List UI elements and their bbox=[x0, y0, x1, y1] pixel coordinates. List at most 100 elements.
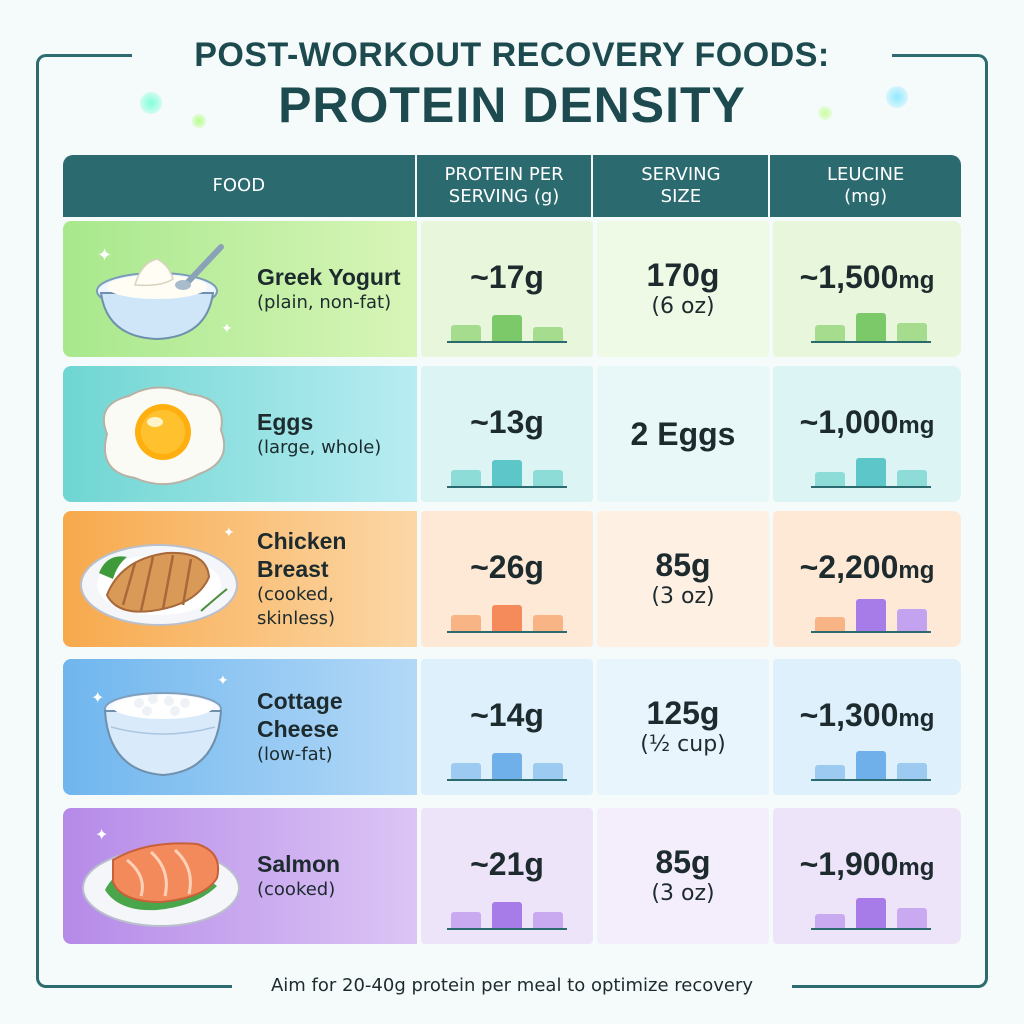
svg-text:✦: ✦ bbox=[91, 688, 104, 707]
protein-value: ~13g bbox=[470, 404, 544, 440]
bar bbox=[492, 605, 522, 631]
protein-cell: ~26g bbox=[421, 511, 593, 647]
leucine-value: ~1,300 bbox=[799, 697, 899, 733]
leucine-cell: ~1,900mg bbox=[773, 808, 961, 944]
salmon-icon: ✦ bbox=[82, 825, 240, 927]
page-title-line2: PROTEIN DENSITY bbox=[278, 77, 746, 133]
food-name: Chicken Breast (cooked, skinless) bbox=[257, 528, 347, 629]
bar bbox=[451, 763, 481, 779]
serving-sub: (3 oz) bbox=[651, 881, 715, 906]
food-cell: Eggs (large, whole) bbox=[63, 366, 417, 502]
bar bbox=[897, 323, 927, 341]
cottage-cheese-icon: ✦ ✦ bbox=[91, 673, 229, 777]
bar-baseline bbox=[447, 928, 567, 930]
bar bbox=[492, 753, 522, 779]
sparkle-icon bbox=[886, 86, 908, 108]
svg-text:✦: ✦ bbox=[95, 825, 108, 844]
frame-corner bbox=[36, 54, 75, 93]
bar bbox=[815, 914, 845, 928]
svg-text:✦: ✦ bbox=[221, 321, 233, 337]
frame-line bbox=[36, 90, 39, 950]
bar bbox=[856, 751, 886, 779]
fried-egg-icon bbox=[102, 386, 226, 486]
bar bbox=[897, 763, 927, 779]
serving-main: 2 Eggs bbox=[630, 416, 736, 452]
header-leucine: LEUCINE (mg) bbox=[827, 164, 905, 207]
frame-line bbox=[72, 54, 132, 57]
frame-corner bbox=[36, 949, 75, 988]
frame-line bbox=[985, 90, 988, 950]
frame-line bbox=[72, 985, 232, 988]
bar bbox=[856, 599, 886, 631]
serving-main: 125g bbox=[646, 695, 720, 731]
bar bbox=[856, 898, 886, 928]
protein-cell: ~17g bbox=[421, 221, 593, 357]
bar-baseline bbox=[811, 486, 931, 488]
bar bbox=[815, 325, 845, 341]
leucine-bars bbox=[811, 745, 931, 781]
leucine-unit: mg bbox=[898, 705, 935, 732]
bar bbox=[533, 470, 563, 486]
table-row: ✦ Chicken Breast (cooked, skinless) ~26g… bbox=[63, 511, 961, 647]
bar bbox=[815, 472, 845, 486]
table-row: Eggs (large, whole) ~13g 2 Eggs ~1,000mg bbox=[63, 366, 961, 502]
svg-text:✦: ✦ bbox=[97, 245, 112, 266]
table-row: ✦ ✦ Cottage Cheese (low-fat) ~14g 125g (… bbox=[63, 659, 961, 795]
bar bbox=[815, 617, 845, 631]
food-name: Greek Yogurt (plain, non-fat) bbox=[257, 264, 401, 313]
leucine-unit: mg bbox=[898, 557, 935, 584]
bar bbox=[451, 615, 481, 631]
chicken-breast-icon: ✦ bbox=[80, 525, 238, 626]
serving-main: 85g bbox=[655, 547, 711, 583]
protein-bars bbox=[447, 745, 567, 781]
svg-text:✦: ✦ bbox=[223, 525, 235, 541]
food-cell: ✦ ✦ Greek Yogurt (plain, non-fat) bbox=[63, 221, 417, 357]
page-title-line1: POST-WORKOUT RECOVERY FOODS: bbox=[194, 36, 830, 74]
sparkle-icon bbox=[140, 92, 162, 114]
protein-value: ~26g bbox=[470, 549, 544, 585]
bar bbox=[856, 458, 886, 486]
leucine-bars bbox=[811, 452, 931, 488]
leucine-unit: mg bbox=[898, 854, 935, 881]
bar bbox=[533, 615, 563, 631]
protein-cell: ~21g bbox=[421, 808, 593, 944]
leucine-unit: mg bbox=[898, 267, 935, 294]
serving-sub: (½ cup) bbox=[640, 732, 726, 757]
serving-sub: (6 oz) bbox=[651, 294, 715, 319]
frame-corner bbox=[949, 54, 988, 93]
serving-cell: 170g (6 oz) bbox=[597, 221, 769, 357]
bar bbox=[451, 325, 481, 341]
protein-cell: ~14g bbox=[421, 659, 593, 795]
leucine-cell: ~1,300mg bbox=[773, 659, 961, 795]
serving-main: 170g bbox=[646, 257, 720, 293]
header-food: FOOD bbox=[63, 155, 417, 217]
food-cell: ✦ ✦ Cottage Cheese (low-fat) bbox=[63, 659, 417, 795]
bar-baseline bbox=[447, 779, 567, 781]
sparkle-icon bbox=[192, 114, 206, 128]
serving-cell: 85g (3 oz) bbox=[597, 511, 769, 647]
leucine-bars bbox=[811, 894, 931, 930]
bar bbox=[897, 470, 927, 486]
bar-baseline bbox=[811, 341, 931, 343]
leucine-value: ~1,900 bbox=[799, 846, 899, 882]
table-header: FOOD PROTEIN PER SERVING (g) SERVING SIZE … bbox=[63, 155, 961, 217]
bar bbox=[815, 765, 845, 779]
protein-bars bbox=[447, 307, 567, 343]
protein-bars bbox=[447, 894, 567, 930]
frame-line bbox=[892, 54, 952, 57]
yogurt-bowl-icon: ✦ ✦ bbox=[96, 244, 233, 341]
leucine-cell: ~1,000mg bbox=[773, 366, 961, 502]
bar-baseline bbox=[447, 631, 567, 633]
bar bbox=[533, 912, 563, 928]
serving-sub: (3 oz) bbox=[651, 584, 715, 609]
bar-baseline bbox=[811, 631, 931, 633]
protein-value: ~17g bbox=[470, 259, 544, 295]
leucine-cell: ~1,500mg bbox=[773, 221, 961, 357]
table-row: ✦ Salmon (cooked) ~21g 85g (3 oz) ~1,900… bbox=[63, 808, 961, 944]
bar bbox=[451, 470, 481, 486]
table-row: ✦ ✦ Greek Yogurt (plain, non-fat) ~17g 1… bbox=[63, 221, 961, 357]
leucine-cell: ~2,200mg bbox=[773, 511, 961, 647]
frame-line bbox=[792, 985, 952, 988]
protein-value: ~14g bbox=[470, 697, 544, 733]
food-name: Salmon (cooked) bbox=[257, 851, 341, 900]
